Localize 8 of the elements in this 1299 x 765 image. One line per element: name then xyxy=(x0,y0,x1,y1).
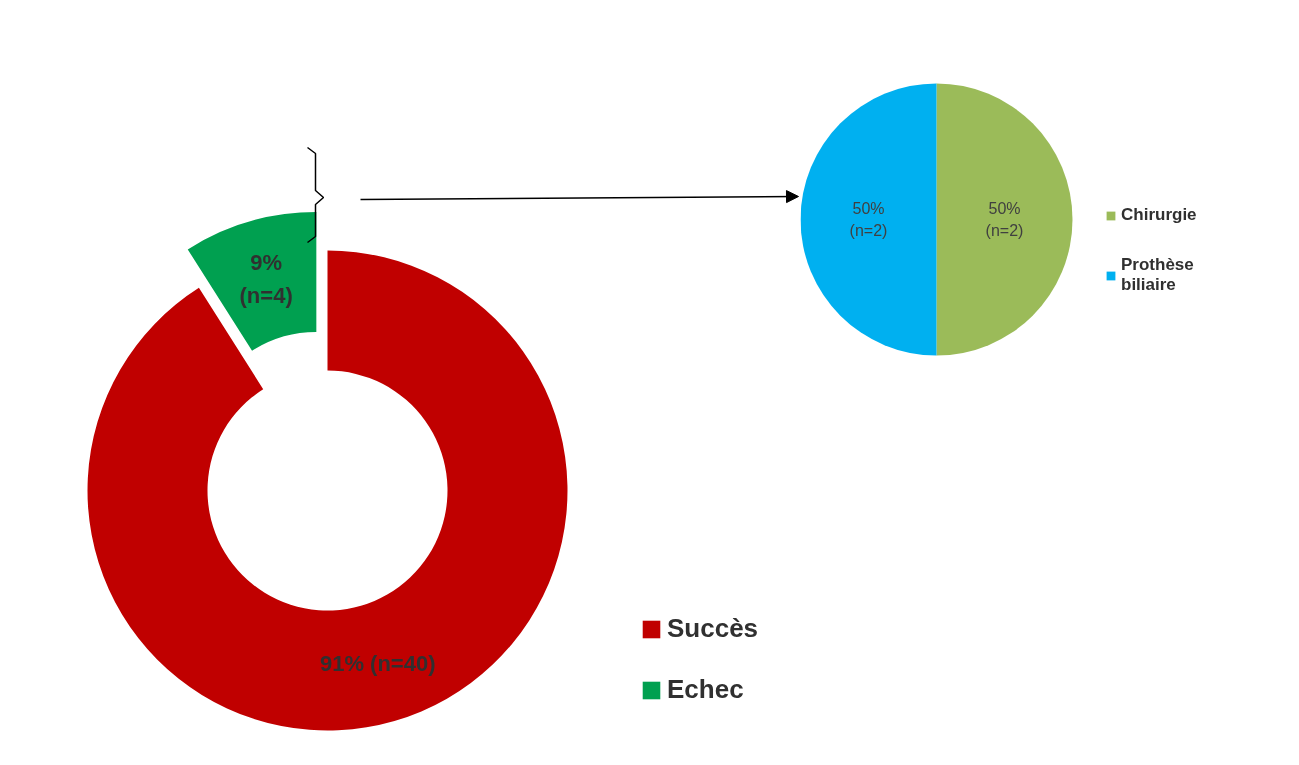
data-label: 9% (n=4) xyxy=(239,250,293,308)
legend-label: Echec xyxy=(667,674,744,705)
data-label: 91% (n=40) xyxy=(319,650,436,676)
legend-label: Succès xyxy=(667,613,759,644)
data-label: 50% (n=2) xyxy=(849,199,888,240)
legend-label: Prothèse biliaire xyxy=(1121,255,1194,295)
legend-label: Chirurgie xyxy=(1121,205,1197,225)
data-label: 50% (n=2) xyxy=(985,199,1024,240)
